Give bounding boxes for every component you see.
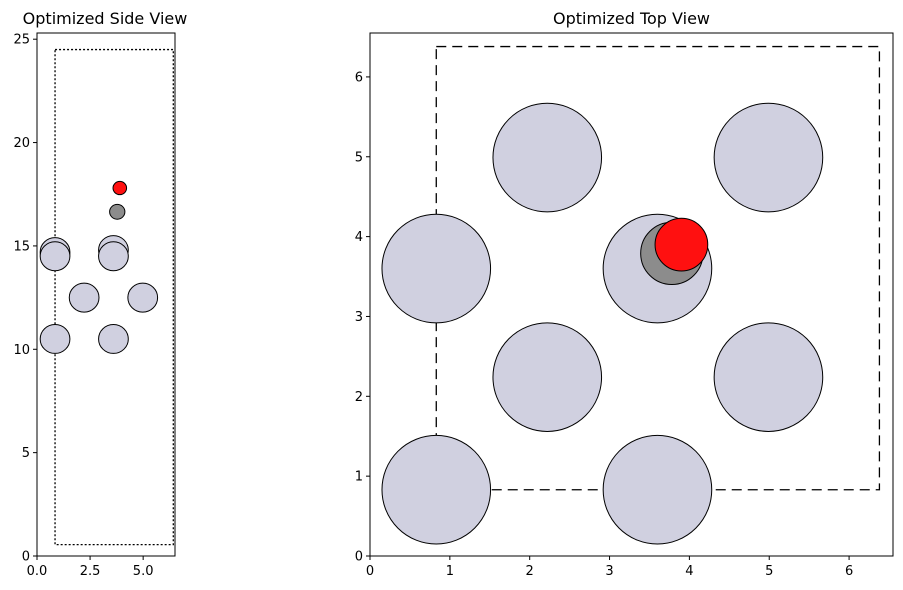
side-view-title: Optimized Side View: [23, 9, 188, 28]
top-xtick-label: 2: [526, 564, 534, 579]
side-ytick-label: 0: [22, 550, 30, 565]
side-atom-9: [112, 180, 128, 196]
side-axes-frame: [36, 32, 176, 557]
side-xtick-label: 0.0: [27, 564, 48, 579]
top-atom-0: [381, 434, 492, 545]
top-ytick-label: 2: [355, 390, 363, 405]
top-ytick-label: 4: [355, 230, 363, 245]
top-xtick-label: 5: [765, 564, 773, 579]
side-view-panel: Optimized Side View 0.0 2.5 5.0 0 5 10 15 20 25: [13, 9, 187, 579]
side-cell-outline: [54, 48, 174, 546]
top-ytick-label: 3: [355, 310, 363, 325]
side-atom-2: [68, 282, 100, 313]
side-xtick-label: 5.0: [133, 564, 154, 579]
side-atom-7: [98, 241, 129, 272]
top-ytick-label: 1: [355, 470, 363, 485]
top-atom-4: [381, 213, 492, 324]
top-ytick-label: 0: [355, 550, 363, 565]
top-view-title: Optimized Top View: [553, 9, 710, 28]
side-atom-8: [109, 203, 126, 220]
side-ytick-label: 10: [13, 343, 30, 358]
side-ytick-label: 15: [13, 239, 30, 254]
side-atoms: [39, 180, 159, 354]
side-xtick-label: 2.5: [80, 564, 101, 579]
top-view-panel: Optimized Top View 0 1 2 3 4 5 6 0 1 2 3 4 5 6: [355, 9, 894, 579]
top-ytick-label: 6: [355, 70, 363, 85]
top-atom-3: [713, 322, 824, 432]
side-ytick-label: 20: [13, 136, 30, 151]
top-atoms: [381, 102, 824, 545]
top-xtick-label: 1: [446, 564, 454, 579]
side-ytick-label: 25: [13, 33, 30, 48]
top-axes-frame: [369, 32, 894, 557]
top-atom-1: [602, 434, 713, 545]
side-atom-1: [98, 323, 129, 354]
top-atom-7: [713, 102, 824, 213]
top-atom-6: [492, 102, 603, 213]
top-ytick-label: 5: [355, 150, 363, 165]
side-atom-0: [39, 323, 71, 354]
side-atom-3: [127, 282, 159, 313]
top-atom-9: [654, 217, 709, 272]
side-ytick-label: 5: [22, 446, 30, 461]
side-atom-6: [39, 241, 71, 272]
top-xtick-label: 6: [845, 564, 853, 579]
top-xtick-label: 4: [685, 564, 693, 579]
top-xtick-label: 0: [366, 564, 374, 579]
top-xtick-label: 3: [605, 564, 613, 579]
top-atom-2: [492, 322, 603, 432]
